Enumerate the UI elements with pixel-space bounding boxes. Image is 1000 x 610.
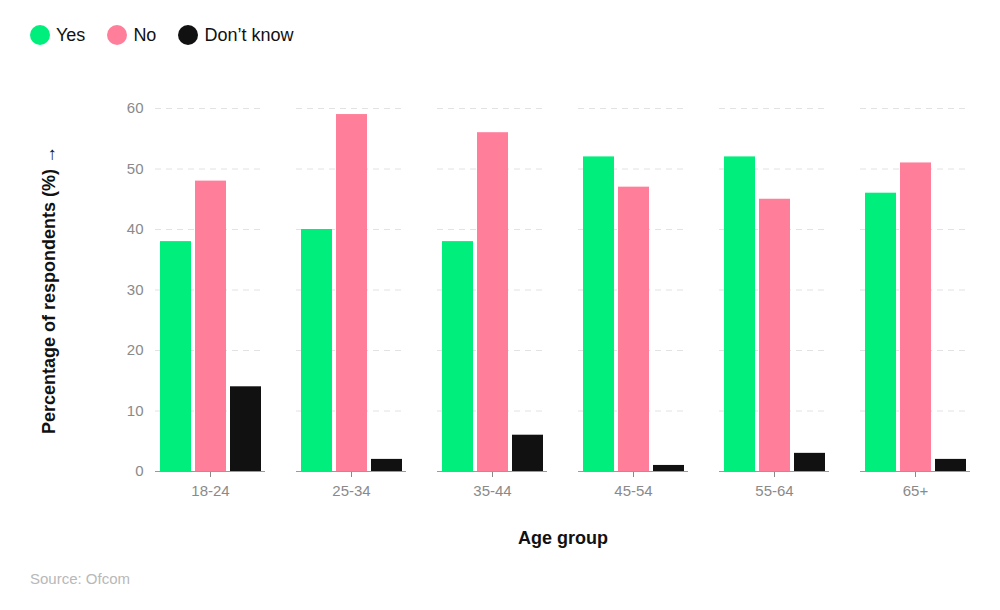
svg-text:25-34: 25-34 (332, 482, 370, 499)
svg-text:65+: 65+ (903, 482, 929, 499)
svg-text:30: 30 (127, 281, 144, 298)
html-text:Yes: Yes (56, 24, 86, 45)
svg-text:0: 0 (135, 462, 143, 479)
svg-text:50: 50 (127, 160, 144, 177)
svg-text:Percentage of respondents (%): Percentage of respondents (%) → (39, 146, 59, 434)
svg-text:45-54: 45-54 (614, 482, 652, 499)
svg-text:55-64: 55-64 (755, 482, 793, 499)
svg-text:60: 60 (127, 99, 144, 116)
svg-text:Age group: Age group (518, 528, 608, 548)
svg-text:20: 20 (127, 341, 144, 358)
svg-text:35-44: 35-44 (473, 482, 511, 499)
html-text:Don’t know: Don’t know (204, 24, 294, 45)
html-text:Source: Ofcom: Source: Ofcom (30, 570, 130, 587)
html-text:No: No (133, 24, 157, 45)
svg-text:18-24: 18-24 (191, 482, 229, 499)
svg-text:10: 10 (127, 402, 144, 419)
svg-text:40: 40 (127, 220, 144, 237)
